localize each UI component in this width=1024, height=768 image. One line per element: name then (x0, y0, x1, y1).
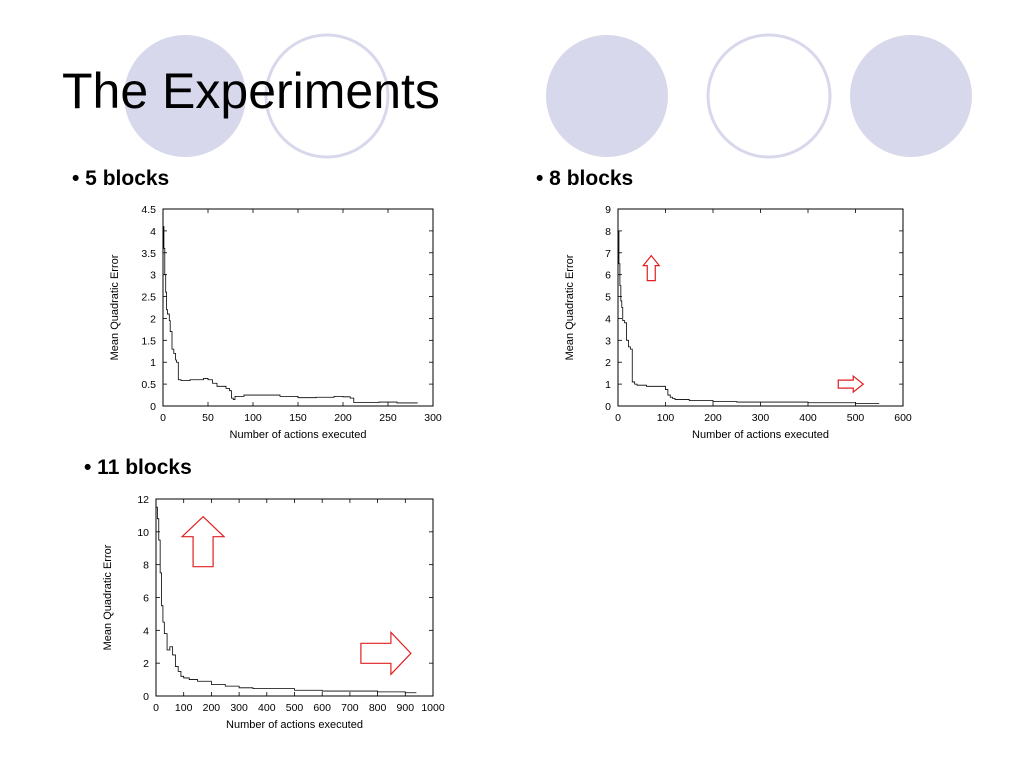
chart-0-x-tick-label: 0 (160, 412, 166, 424)
chart-2-x-tick-label: 1000 (421, 702, 445, 714)
chart-1-y-tick-label: 4 (605, 313, 611, 325)
slide-title: The Experiments (62, 63, 440, 119)
chart-2-x-tick-label: 300 (230, 702, 248, 714)
chart-0-y-tick-label: 1.5 (141, 335, 156, 347)
chart-2-y-tick-label: 10 (137, 527, 149, 539)
chart-8-blocks: 0 100 200 300 400 500 600 0 1 2 3 4 5 6 7 8 9 Number of a… (564, 204, 912, 441)
chart-2-x-tick-label: 600 (313, 702, 331, 714)
chart-1-y-tick-label: 6 (605, 270, 611, 282)
bullet-5-blocks: • 5 blocks (72, 167, 170, 190)
chart-2-x-tick-label: 800 (369, 702, 387, 714)
chart-0-y-tick-label: 2.5 (141, 292, 156, 304)
chart-0-y-tick-label: 4 (150, 226, 156, 238)
chart-1-x-tick-label: 500 (847, 412, 865, 424)
chart-2-x-tick-label: 500 (286, 702, 304, 714)
chart-2-x-axis-label: Number of actions executed (226, 719, 363, 731)
chart-0-x-axis-label: Number of actions executed (230, 429, 367, 441)
chart-1-arrow-right-annotation (837, 374, 865, 394)
bullet-8-blocks: • 8 blocks (536, 167, 634, 190)
chart-1-y-tick-label: 3 (605, 335, 611, 347)
chart-5-blocks: 0 50 100 150 200 250 300 0 0.5 1 1.5 2 2.5 3 3.5 4 4.5 Nu… (109, 204, 442, 441)
chart-1-y-tick-label: 1 (605, 379, 611, 391)
chart-1-y-tick-label: 0 (605, 401, 611, 413)
chart-1-plot-frame (617, 208, 904, 407)
decor-circle-outline (264, 33, 390, 159)
chart-1-x-tick-label: 300 (752, 412, 770, 424)
chart-2-x-tick-label: 100 (175, 702, 193, 714)
chart-1-y-tick-label: 5 (605, 292, 611, 304)
chart-2-x-tick-label: 0 (153, 702, 159, 714)
decor-circle-outline (706, 33, 832, 159)
chart-2-series-line (156, 506, 417, 694)
chart-0-y-axis-label: Mean Quadratic Error (109, 254, 121, 360)
bullet-11-blocks: • 11 blocks (84, 456, 192, 479)
chart-0-x-tick-label: 150 (289, 412, 307, 424)
chart-1-x-tick-label: 0 (615, 412, 621, 424)
chart-2-x-tick-label: 900 (397, 702, 415, 714)
chart-0-x-tick-label: 300 (424, 412, 442, 424)
chart-1-y-tick-label: 9 (605, 204, 611, 216)
chart-1-x-tick-label: 600 (894, 412, 912, 424)
chart-0-y-tick-label: 4.5 (141, 204, 156, 216)
chart-1-y-tick-label: 2 (605, 357, 611, 369)
chart-2-y-tick-label: 6 (143, 593, 149, 605)
chart-1-y-tick-label: 8 (605, 226, 611, 238)
chart-0-y-tick-label: 0.5 (141, 379, 156, 391)
chart-2-arrow-right-annotation (360, 630, 412, 676)
chart-0-x-tick-label: 100 (244, 412, 262, 424)
chart-1-x-axis-label: Number of actions executed (692, 429, 829, 441)
chart-2-y-axis-label: Mean Quadratic Error (102, 544, 114, 650)
chart-1-arrow-up-annotation (642, 254, 661, 282)
chart-2-y-tick-label: 4 (143, 625, 149, 637)
chart-0-x-tick-label: 250 (379, 412, 397, 424)
chart-2-y-tick-label: 0 (143, 691, 149, 703)
chart-1-x-tick-label: 100 (657, 412, 675, 424)
decor-circle-filled (546, 35, 668, 157)
chart-0-series-line (163, 226, 418, 404)
chart-1-x-tick-label: 200 (704, 412, 722, 424)
chart-0-y-tick-label: 2 (150, 313, 156, 325)
chart-0-y-tick-label: 0 (150, 401, 156, 413)
chart-1-y-axis-label: Mean Quadratic Error (564, 254, 576, 360)
chart-0-x-tick-label: 50 (202, 412, 214, 424)
chart-0-x-tick-label: 200 (334, 412, 352, 424)
chart-1-y-tick-label: 7 (605, 248, 611, 260)
chart-2-x-tick-label: 200 (203, 702, 221, 714)
chart-2-arrow-up-annotation (180, 515, 226, 568)
chart-1-x-tick-label: 400 (799, 412, 817, 424)
decor-circle-filled (850, 35, 972, 157)
chart-0-plot-frame (162, 208, 434, 407)
chart-2-x-tick-label: 700 (341, 702, 359, 714)
chart-2-y-tick-label: 8 (143, 560, 149, 572)
chart-0-y-tick-label: 3.5 (141, 248, 156, 260)
chart-0-y-tick-label: 1 (150, 357, 156, 369)
chart-1-series-line (618, 230, 880, 404)
chart-11-blocks: 0 100 200 300 400 500 600 700 800 900 1000 0 2 4 6 8 10 1… (102, 494, 445, 731)
chart-2-y-tick-label: 12 (137, 494, 149, 506)
chart-0-y-tick-label: 3 (150, 270, 156, 282)
decor-circle-filled (124, 35, 246, 157)
chart-2-x-tick-label: 400 (258, 702, 276, 714)
chart-2-y-tick-label: 2 (143, 658, 149, 670)
